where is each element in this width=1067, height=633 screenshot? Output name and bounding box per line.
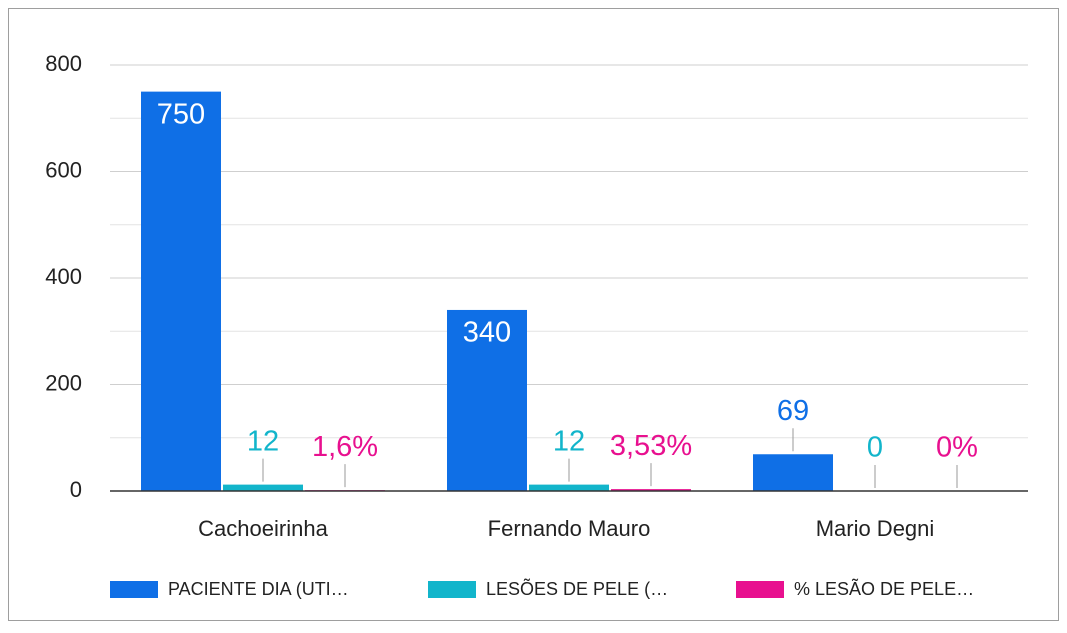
x-tick-label: Mario Degni	[816, 516, 935, 541]
value-label: 1,6%	[312, 431, 378, 463]
y-tick-label: 0	[70, 477, 82, 502]
value-label: 0	[867, 432, 883, 464]
x-tick-label: Cachoeirinha	[198, 516, 328, 541]
value-label: 12	[553, 425, 585, 457]
legend-label: % LESÃO DE PELE…	[794, 578, 974, 599]
legend-swatch	[110, 581, 158, 598]
bar	[141, 91, 221, 491]
value-label: 69	[777, 395, 809, 427]
bar	[611, 489, 691, 491]
legend-swatch	[736, 581, 784, 598]
legend-label: LESÕES DE PELE (…	[486, 578, 668, 599]
value-label: 12	[247, 425, 279, 457]
bar	[529, 484, 609, 491]
bar	[753, 454, 833, 491]
value-label: 3,53%	[610, 430, 692, 462]
y-tick-label: 400	[45, 264, 82, 289]
legend-swatch	[428, 581, 476, 598]
bar	[447, 309, 527, 491]
legend-label: PACIENTE DIA (UTI…	[168, 579, 349, 599]
y-tick-label: 200	[45, 370, 82, 395]
bar	[223, 484, 303, 491]
x-tick-label: Fernando Mauro	[488, 516, 651, 541]
y-tick-label: 800	[45, 51, 82, 76]
value-label: 0%	[936, 432, 978, 464]
value-label: 340	[463, 317, 511, 349]
value-label: 750	[157, 98, 205, 130]
y-tick-label: 600	[45, 157, 82, 182]
